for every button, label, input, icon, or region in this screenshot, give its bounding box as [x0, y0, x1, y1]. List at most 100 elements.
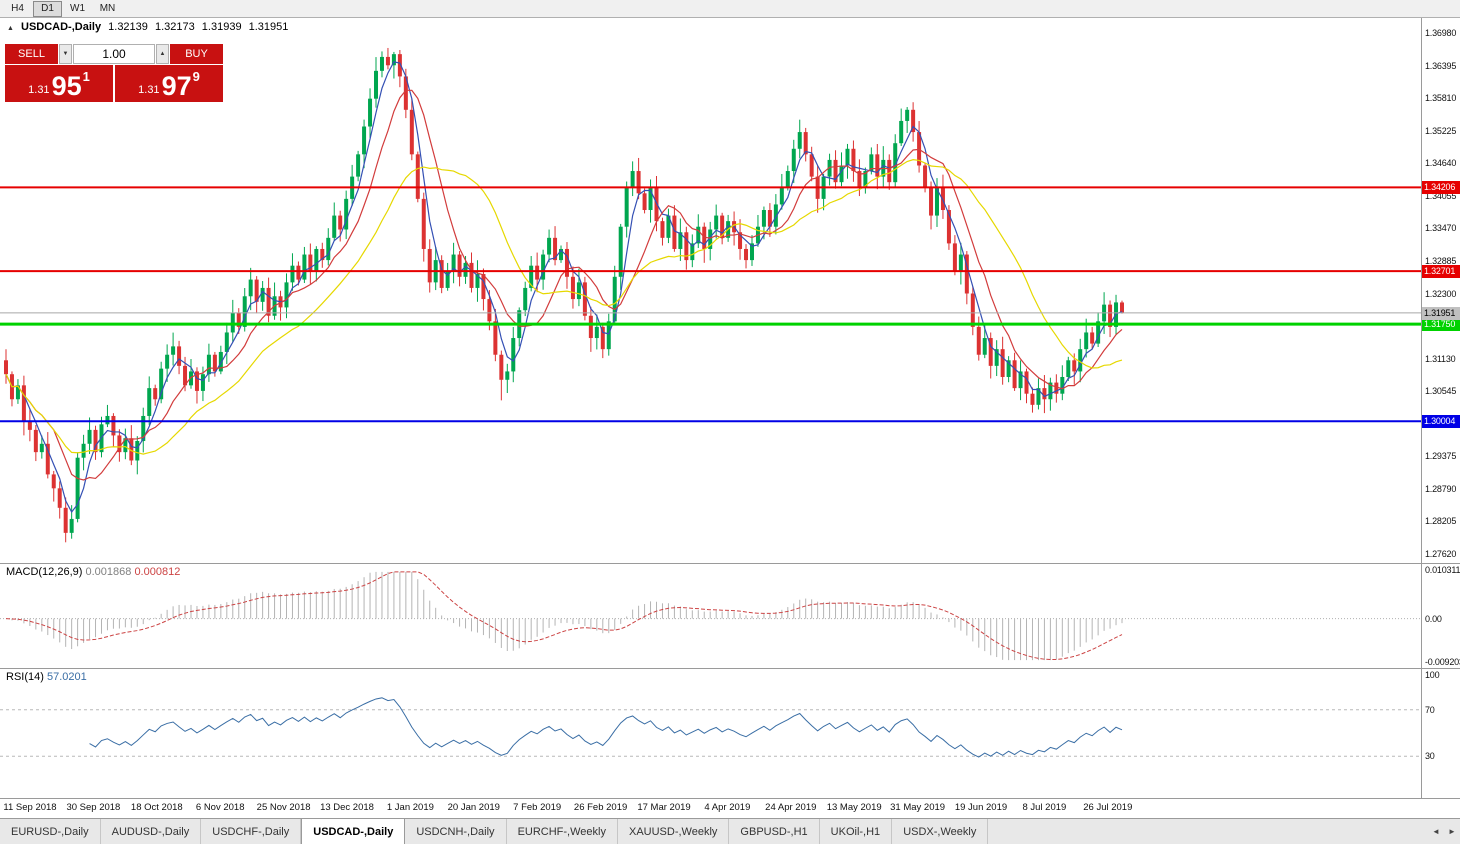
- macd-name: MACD(12,26,9): [6, 566, 83, 578]
- macd-chart[interactable]: [0, 564, 1421, 668]
- buy-price-button[interactable]: 1.31 97 9: [115, 65, 223, 102]
- buy-price-small: 1.31: [138, 84, 160, 96]
- sell-price-small: 1.31: [28, 84, 50, 96]
- time-axis-label: 26 Jul 2019: [1083, 802, 1133, 813]
- chart-tab[interactable]: USDX-,Weekly: [892, 819, 989, 844]
- ohlc-close: 1.31951: [248, 21, 289, 33]
- chart-tab[interactable]: USDCNH-,Daily: [405, 819, 507, 844]
- price-tick: 1.28205: [1425, 516, 1457, 527]
- price-tick: 1.32300: [1425, 288, 1457, 299]
- volume-input[interactable]: 1.00: [73, 44, 155, 64]
- rsi-value: 57.0201: [46, 671, 87, 683]
- chart-tab[interactable]: EURUSD-,Daily: [0, 819, 101, 844]
- time-axis-label: 13 May 2019: [826, 802, 882, 813]
- price-tick: 1.35225: [1425, 125, 1457, 136]
- panel-separator[interactable]: [0, 798, 1460, 799]
- price-tick: 1.34055: [1425, 190, 1457, 201]
- chart-tab[interactable]: AUDUSD-,Daily: [100, 819, 202, 844]
- tab-scroll-left-icon[interactable]: ◄: [1432, 827, 1440, 836]
- panel-separator[interactable]: [0, 668, 1460, 669]
- volume-increase-button[interactable]: ▲: [156, 44, 169, 64]
- timeframe-toolbar: H4 D1 W1 MN: [0, 0, 1460, 18]
- time-axis-label: 4 Apr 2019: [704, 802, 751, 813]
- sell-price-big: 95: [51, 71, 82, 102]
- chart-tabs-bar: EURUSD-,Daily AUDUSD-,Daily USDCHF-,Daily U…: [0, 818, 1460, 844]
- symbol-label: USDCAD-,Daily: [21, 21, 102, 33]
- time-axis-label: 6 Nov 2018: [195, 802, 245, 813]
- one-click-trading-panel: SELL ▼ 1.00 ▲ BUY 1.31 95 1 1.31 97 9: [5, 44, 223, 102]
- time-axis-label: 30 Sep 2018: [66, 802, 121, 813]
- rsi-name: RSI(14): [6, 671, 44, 683]
- chart-ohlc-info: ▲ USDCAD-,Daily 1.32139 1.32173 1.31939 …: [7, 21, 292, 33]
- sell-price-button[interactable]: 1.31 95 1: [5, 65, 113, 102]
- time-axis-label: 25 Nov 2018: [256, 802, 311, 813]
- panel-separator[interactable]: [0, 563, 1460, 564]
- chart-tab[interactable]: USDCHF-,Daily: [201, 819, 302, 844]
- price-tick: 1.31130: [1425, 353, 1456, 364]
- time-axis-label: 7 Feb 2019: [513, 802, 562, 813]
- timeframe-button-w1[interactable]: W1: [63, 0, 92, 17]
- level-price-badge: 1.30004: [1422, 415, 1460, 429]
- rsi-indicator-label: RSI(14) 57.0201: [6, 671, 87, 683]
- tab-scroll-right-icon[interactable]: ►: [1448, 827, 1456, 836]
- buy-button[interactable]: BUY: [170, 44, 223, 64]
- price-tick: 1.32885: [1425, 255, 1457, 266]
- macd-scale-min: -0.009203: [1425, 657, 1460, 667]
- time-axis-label: 18 Oct 2018: [130, 802, 183, 813]
- timeframe-button-d1[interactable]: D1: [33, 0, 62, 17]
- ohlc-low: 1.31939: [201, 21, 242, 33]
- chart-tab[interactable]: UKOil-,H1: [819, 819, 893, 844]
- chart-tab[interactable]: GBPUSD-,H1: [729, 819, 820, 844]
- rsi-scale-30: 30: [1425, 751, 1435, 761]
- macd-indicator-label: MACD(12,26,9) 0.001868 0.000812: [6, 566, 180, 578]
- rsi-scale-70: 70: [1425, 705, 1435, 715]
- level-price-badge: 1.34206: [1422, 181, 1460, 195]
- current-price-badge: 1.31951: [1422, 306, 1460, 320]
- time-axis-label: 1 Jan 2019: [386, 802, 434, 813]
- sell-price-sup: 1: [82, 69, 90, 84]
- time-axis-label: 13 Dec 2018: [320, 802, 374, 813]
- price-tick: 1.33470: [1425, 223, 1457, 234]
- time-axis-label: 31 May 2019: [890, 802, 946, 813]
- price-tick: 1.34640: [1425, 158, 1457, 169]
- tab-bar-spacer: [988, 819, 1428, 844]
- time-axis[interactable]: 11 Sep 2018 30 Sep 2018 18 Oct 2018 6 Nov 2…: [0, 798, 1421, 818]
- timeframe-button-h4[interactable]: H4: [3, 0, 32, 17]
- ohlc-open: 1.32139: [108, 21, 148, 33]
- price-chart[interactable]: [0, 18, 1421, 563]
- level-price-badge: 1.32701: [1422, 265, 1460, 279]
- price-tick: 1.35810: [1425, 93, 1457, 104]
- macd-main-value: 0.001868: [85, 566, 132, 578]
- price-tick: 1.28790: [1425, 483, 1457, 494]
- time-axis-label: 17 Mar 2019: [637, 802, 691, 813]
- volume-decrease-button[interactable]: ▼: [59, 44, 72, 64]
- time-axis-label: 26 Feb 2019: [573, 802, 628, 813]
- rsi-scale-100: 100: [1425, 670, 1440, 680]
- price-tick: 1.29375: [1425, 451, 1457, 462]
- buy-price-big: 97: [161, 71, 192, 102]
- one-click-collapse-icon[interactable]: ▲: [7, 25, 14, 32]
- ohlc-high: 1.32173: [154, 21, 195, 33]
- time-axis-label: 19 Jun 2019: [954, 802, 1008, 813]
- price-tick: 1.30545: [1425, 386, 1457, 397]
- timeframe-button-mn[interactable]: MN: [93, 0, 122, 17]
- level-price-badge: 1.31750: [1422, 318, 1460, 332]
- price-tick: 1.27620: [1425, 549, 1457, 559]
- price-tick: 1.36395: [1425, 60, 1457, 71]
- time-axis-label: 11 Sep 2018: [3, 802, 57, 813]
- macd-signal-value: 0.000812: [134, 566, 181, 578]
- price-scale[interactable]: 0.010311 0.00 -0.009203 100 70 30 1.3698…: [1421, 18, 1460, 798]
- chart-window[interactable]: ▲ USDCAD-,Daily 1.32139 1.32173 1.31939 …: [0, 18, 1460, 844]
- price-tick: 1.36980: [1425, 28, 1457, 38]
- chart-tab[interactable]: XAUUSD-,Weekly: [617, 819, 730, 844]
- time-axis-label: 20 Jan 2019: [447, 802, 500, 813]
- sell-button[interactable]: SELL: [5, 44, 58, 64]
- time-axis-label: 8 Jul 2019: [1022, 802, 1067, 813]
- chart-tab[interactable]: EURCHF-,Weekly: [506, 819, 618, 844]
- rsi-chart[interactable]: [0, 669, 1421, 798]
- macd-scale-zero: 0.00: [1425, 614, 1442, 624]
- macd-scale-max: 0.010311: [1425, 565, 1460, 575]
- time-axis-label: 24 Apr 2019: [765, 802, 817, 813]
- chart-tab[interactable]: USDCAD-,Daily: [301, 819, 406, 844]
- buy-price-sup: 9: [192, 69, 200, 84]
